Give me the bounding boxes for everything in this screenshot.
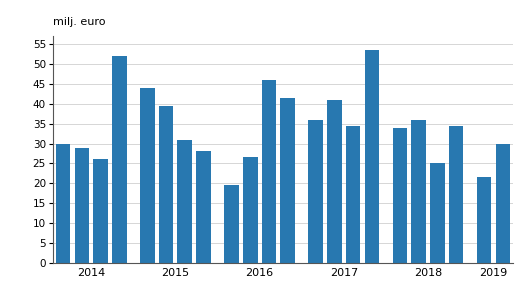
Bar: [159, 106, 174, 263]
Bar: [430, 163, 445, 263]
Bar: [412, 120, 426, 263]
Bar: [75, 147, 89, 263]
Bar: [243, 157, 258, 263]
Bar: [178, 140, 192, 263]
Bar: [477, 177, 491, 263]
Bar: [496, 143, 510, 263]
Bar: [280, 98, 295, 263]
Bar: [93, 159, 108, 263]
Bar: [327, 100, 342, 263]
Bar: [262, 80, 276, 263]
Bar: [56, 143, 70, 263]
Bar: [196, 152, 211, 263]
Bar: [364, 50, 379, 263]
Text: milj. euro: milj. euro: [53, 17, 105, 27]
Bar: [393, 128, 407, 263]
Bar: [308, 120, 323, 263]
Bar: [449, 126, 463, 263]
Bar: [112, 56, 126, 263]
Bar: [140, 88, 154, 263]
Bar: [224, 185, 239, 263]
Bar: [346, 126, 360, 263]
